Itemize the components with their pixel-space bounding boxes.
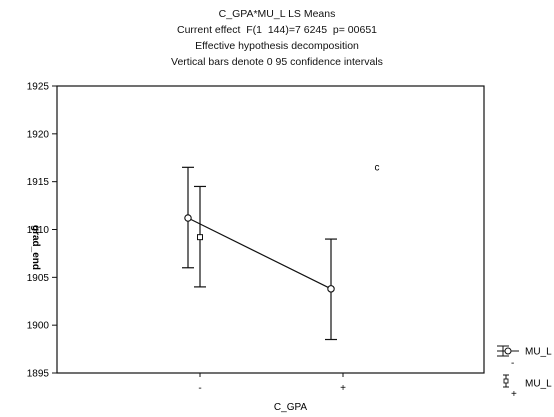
x-axis-label: C_GPA [274, 402, 307, 413]
data-point [184, 214, 192, 222]
x-tick-label: - [198, 383, 201, 394]
y-tick-label: 1910 [27, 225, 50, 236]
y-tick-label: 1900 [27, 321, 50, 332]
y-axis-label: grad_end [30, 225, 41, 270]
chart-subtitle-effect: Current effect F(1 144)=7 6245 p= 00651 [176, 24, 378, 36]
chart-title: C_GPA*MU_L LS Means [218, 8, 336, 20]
legend-marker-circle [504, 347, 512, 355]
chart-title-block: C_GPA*MU_L LS Means Current effect F(1 1… [0, 6, 554, 70]
legend-label-series-1: MU_L [525, 347, 552, 358]
y-tick-label: 1895 [27, 369, 50, 380]
plot-frame [56, 85, 485, 374]
chart-subtitle-ci: Vertical bars denote 0 95 confidence int… [171, 56, 383, 68]
legend-label-series-1-level: - [511, 358, 514, 369]
legend-label-series-2: MU_L [525, 379, 552, 390]
legend-marker-square [503, 378, 509, 384]
data-point [197, 234, 203, 241]
series-line [187, 217, 332, 290]
annotation-text: c [375, 162, 380, 173]
x-tick-label: + [340, 383, 346, 394]
data-point [327, 285, 335, 293]
y-tick-label: 1920 [27, 129, 50, 140]
y-tick-label: 1925 [27, 82, 50, 93]
y-tick-label: 1905 [27, 273, 50, 284]
chart-subtitle-decomposition: Effective hypothesis decomposition [195, 40, 359, 52]
y-tick-label: 1915 [27, 177, 50, 188]
legend-label-series-2-level: + [511, 389, 517, 400]
